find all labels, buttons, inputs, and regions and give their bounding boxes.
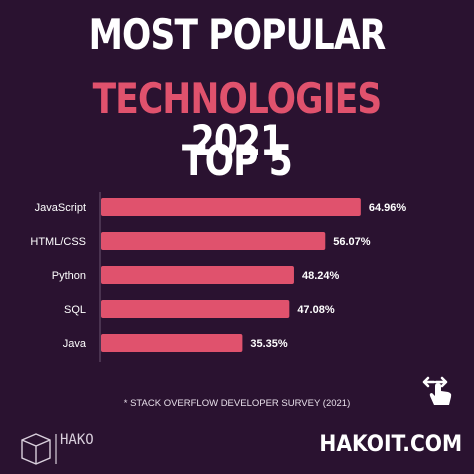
source-footnote: * STACK OVERFLOW DEVELOPER SURVEY (2021)	[123, 398, 351, 409]
bar	[101, 198, 361, 216]
value-label: 48.24%	[302, 270, 340, 282]
bar-chart: JavaScript 64.96% HTML/CSS 56.07% Python 48.2…	[30, 192, 407, 362]
title-line-1: MOST POPULAR	[88, 10, 387, 59]
category-label: HTML/CSS	[30, 236, 86, 248]
value-label: 64.96%	[369, 202, 407, 214]
bar	[101, 334, 243, 352]
brand-logo-text: HAKO	[60, 432, 94, 448]
cube-logo-icon	[21, 433, 57, 465]
title-line-3: TOP 5	[182, 136, 293, 185]
category-label: Java	[63, 338, 87, 350]
category-label: Python	[52, 270, 86, 282]
category-label: SQL	[64, 304, 86, 316]
value-label: 35.35%	[250, 338, 288, 350]
title-line-2: TECHNOLOGIES 2021	[43, 78, 432, 162]
value-label: 56.07%	[333, 236, 371, 248]
category-label: JavaScript	[35, 202, 86, 214]
bar	[101, 300, 290, 318]
bar	[101, 232, 326, 250]
site-url: HAKOIT.COM	[319, 432, 462, 457]
bar	[101, 266, 294, 284]
value-label: 47.08%	[297, 304, 335, 316]
title-accent: TECHNOLOGIES	[92, 74, 383, 123]
title-year: 2021	[190, 116, 284, 165]
swipe-hand-icon	[422, 376, 452, 405]
